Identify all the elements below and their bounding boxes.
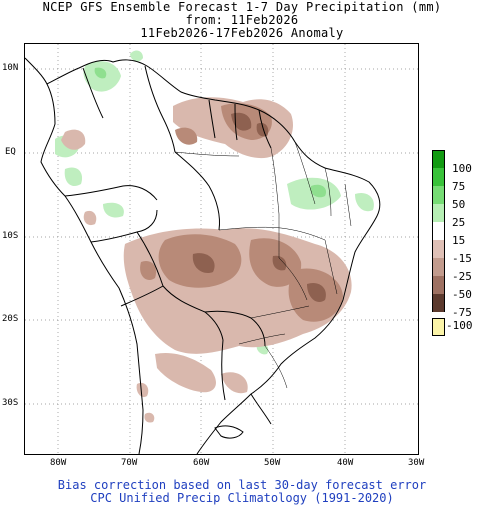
legend-item-25: 25: [432, 204, 484, 229]
legend-swatch: [432, 186, 445, 204]
lon-label-50w: 50W: [264, 458, 281, 468]
map-title-line-1: NCEP GFS Ensemble Forecast 1-7 Day Preci…: [42, 0, 442, 14]
legend-label: 100: [452, 162, 472, 175]
lon-label-60w: 60W: [193, 458, 210, 468]
legend-label: -50: [452, 288, 472, 301]
footer-note-climatology: CPC Unified Precip Climatology (1991-202…: [90, 491, 394, 505]
lat-label-30s: 30S: [2, 398, 19, 408]
lat-label-eq: EQ: [5, 147, 16, 157]
legend-label: -15: [452, 252, 472, 265]
legend-item-50: 50: [432, 186, 484, 211]
legend-label: 50: [452, 198, 466, 211]
legend-swatch: [432, 240, 445, 258]
legend-item-100: 100: [432, 150, 484, 175]
legend-label: -75: [452, 306, 472, 319]
state-borders: [174, 141, 352, 389]
legend-label: 15: [452, 234, 466, 247]
wet-anomaly-core: [94, 67, 327, 198]
legend-swatch: [432, 168, 445, 186]
legend-item-15: 15: [432, 222, 484, 247]
map-title-line-2: from: 11Feb2026: [185, 13, 299, 27]
legend-item-minus-75: -75: [432, 294, 484, 319]
legend-item-75: 75: [432, 168, 484, 193]
lat-label-10n: 10N: [2, 63, 19, 73]
legend-label: 25: [452, 216, 466, 229]
legend-swatch: [432, 222, 445, 240]
lat-label-20s: 20S: [2, 314, 19, 324]
legend-item-minus-15: -15: [432, 240, 484, 265]
footer-note-bias: Bias correction based on last 30-day for…: [57, 478, 427, 492]
legend-item-minus-25: -25: [432, 258, 484, 283]
lon-label-70w: 70W: [121, 458, 138, 468]
lon-label-40w: 40W: [337, 458, 354, 468]
legend-item-minus-50: -50: [432, 276, 484, 301]
lat-label-10s: 10S: [2, 231, 19, 241]
map-canvas: [25, 44, 418, 454]
legend-swatch: [432, 294, 445, 312]
legend-item-minus-100: -100: [432, 312, 484, 336]
lon-label-30w: 30W: [408, 458, 425, 468]
legend-swatch: [432, 150, 445, 168]
map-title-line-3: 11Feb2026-17Feb2026 Anomaly: [140, 26, 344, 40]
legend-label: 75: [452, 180, 466, 193]
lon-label-80w: 80W: [50, 458, 67, 468]
legend-swatch: [432, 318, 445, 336]
precipitation-anomaly-map: [24, 43, 419, 455]
legend-label: -100: [446, 319, 473, 332]
legend-label: -25: [452, 270, 472, 283]
legend-swatch: [432, 258, 445, 276]
legend-swatch: [432, 204, 445, 222]
legend-swatch: [432, 276, 445, 294]
